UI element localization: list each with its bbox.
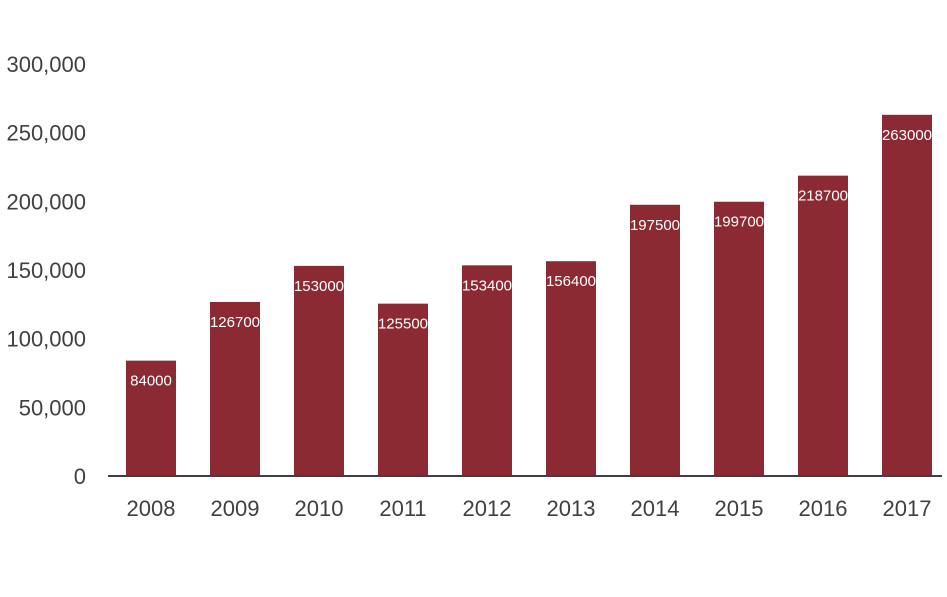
- bar-2012: [462, 265, 512, 476]
- y-tick-label: 100,000: [6, 327, 86, 352]
- x-tick-label: 2015: [715, 496, 764, 521]
- x-tick-label: 2011: [379, 496, 426, 521]
- bar-2009: [210, 301, 260, 476]
- y-tick-label: 0: [74, 464, 86, 489]
- x-tick-label: 2012: [463, 496, 512, 521]
- data-label-2017: 263000: [882, 127, 932, 144]
- bar-2017: [882, 114, 932, 477]
- x-tick-label: 2010: [295, 496, 344, 521]
- bar-2008: [126, 360, 176, 476]
- data-label-2010: 153000: [294, 278, 344, 295]
- x-tick-label: 2009: [211, 496, 260, 521]
- x-tick-label: 2014: [631, 496, 680, 521]
- x-tick-label: 2017: [883, 496, 932, 521]
- data-label-2009: 126700: [210, 314, 260, 331]
- x-axis-tick-labels: 2008 2009 2010 2011 2012 2013 2014 2015 2016 2017: [127, 496, 932, 521]
- data-label-2015: 199700: [714, 214, 764, 231]
- data-label-2016: 218700: [798, 188, 848, 205]
- y-axis-tick-labels: 0 50,000 100,000 150,000 200,000 250,000 300,0…: [6, 52, 86, 489]
- y-tick-label: 150,000: [6, 258, 86, 283]
- data-label-2008: 84000: [130, 373, 172, 390]
- y-tick-label: 50,000: [19, 395, 86, 420]
- x-tick-label: 2016: [799, 496, 848, 521]
- data-label-2013: 156400: [546, 273, 596, 290]
- y-tick-label: 200,000: [6, 189, 86, 214]
- data-label-2011: 125500: [378, 316, 428, 333]
- bar-2014: [630, 204, 680, 476]
- bar-2011: [378, 303, 428, 476]
- data-label-2014: 197500: [630, 217, 680, 234]
- bar-2010: [294, 265, 344, 476]
- bars: [126, 114, 932, 477]
- y-tick-label: 250,000: [6, 121, 86, 146]
- x-tick-label: 2013: [547, 496, 596, 521]
- data-labels: 84000 126700 153000 125500 153400 156400 19750…: [130, 127, 932, 390]
- x-tick-label: 2008: [127, 496, 176, 521]
- bar-2015: [714, 201, 764, 476]
- bar-2016: [798, 175, 848, 477]
- y-tick-label: 300,000: [6, 52, 86, 77]
- bar-2013: [546, 261, 596, 476]
- data-label-2012: 153400: [462, 277, 512, 294]
